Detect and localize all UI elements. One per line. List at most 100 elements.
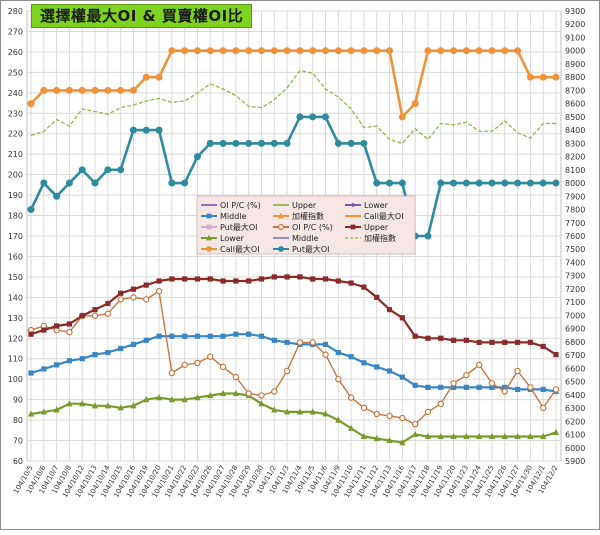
data-point [411, 100, 419, 108]
data-point [91, 312, 99, 319]
data-point [347, 139, 355, 147]
y-left-tick-label: 80 [13, 416, 23, 425]
data-point [27, 410, 35, 417]
data-point [488, 179, 496, 187]
y-right-tick-label: 7600 [565, 232, 585, 241]
data-point [322, 113, 330, 121]
data-point [182, 276, 188, 282]
series-line [30, 392, 557, 444]
data-point [271, 274, 277, 280]
legend-label: Call最大OI [364, 211, 404, 221]
data-point [450, 337, 457, 343]
data-point [347, 47, 355, 55]
data-point [322, 351, 329, 358]
data-point [412, 382, 418, 388]
data-point [206, 213, 212, 219]
data-point [78, 86, 86, 94]
data-point [117, 86, 125, 94]
series-put-max-oi [27, 113, 560, 240]
y-right-tick-label: 7200 [565, 285, 585, 294]
data-point [334, 139, 342, 147]
data-point [373, 434, 380, 442]
y-left-tick-label: 70 [13, 437, 23, 446]
legend: OI P/C (%) Upper Lower Middle 加權指數 Call最大OI Pu… [196, 195, 416, 255]
y-right-tick-label: 8900 [565, 60, 585, 69]
y-left-tick-label: 190 [8, 191, 23, 200]
data-point [475, 47, 483, 55]
data-point [386, 368, 393, 374]
data-point [347, 394, 355, 401]
data-point [270, 139, 278, 147]
data-point [66, 321, 73, 327]
data-point [129, 126, 137, 134]
y-right-tick-label: 9100 [565, 33, 585, 42]
data-point [40, 408, 47, 415]
data-point [476, 339, 482, 345]
data-point [233, 331, 239, 337]
data-point [361, 360, 367, 366]
data-point [27, 100, 35, 108]
data-point [425, 335, 431, 341]
data-point [476, 384, 482, 390]
data-point [386, 307, 393, 313]
legend-item: 加權指數 [345, 233, 396, 243]
data-point [28, 331, 34, 337]
data-point [193, 47, 201, 55]
data-point [360, 432, 368, 440]
y-right-tick-label: 6800 [565, 338, 585, 347]
data-point [65, 179, 73, 187]
data-point [502, 339, 508, 345]
y-right-tick-label: 6600 [565, 364, 585, 373]
data-point [540, 343, 546, 350]
data-point [476, 432, 483, 440]
data-point [373, 47, 381, 55]
y-left-tick-label: 270 [8, 27, 23, 36]
y-left-tick-label: 140 [8, 293, 23, 302]
data-point [232, 389, 239, 397]
data-point [322, 410, 329, 417]
y-left-tick-label: 150 [8, 273, 23, 282]
data-point [78, 166, 86, 174]
data-point [271, 388, 278, 395]
data-point [348, 424, 355, 431]
data-point [514, 432, 521, 440]
data-point [143, 337, 149, 343]
y-right-tick-label: 8700 [565, 86, 585, 95]
legend-item: OI P/C (%) [201, 201, 261, 210]
y-right-tick-label: 7300 [565, 272, 585, 281]
data-point [130, 286, 137, 292]
y-left-tick-label: 280 [8, 7, 23, 16]
data-point [91, 402, 99, 409]
data-point [220, 278, 226, 284]
data-point [283, 139, 291, 147]
data-point [296, 408, 304, 415]
data-point [194, 333, 201, 339]
data-point [220, 333, 226, 339]
data-point [489, 339, 495, 345]
data-point [104, 310, 112, 317]
data-point [246, 331, 252, 337]
data-point [168, 179, 176, 187]
legend-item: Lower [201, 234, 245, 243]
data-point [278, 246, 284, 252]
data-point [129, 86, 137, 94]
data-point [462, 47, 470, 55]
data-point [156, 278, 162, 284]
data-point [66, 358, 73, 364]
legend-label: 加權指數 [292, 211, 324, 221]
data-point [297, 274, 303, 280]
data-point [27, 206, 35, 214]
data-point [489, 384, 495, 390]
legend-label: Lower [364, 201, 389, 210]
y-right-tick-label: 7100 [565, 298, 585, 307]
data-point [104, 86, 112, 94]
legend-label: Call最大OI [220, 244, 260, 254]
data-point [309, 408, 316, 415]
y-right-tick-label: 5900 [565, 457, 585, 466]
data-point [219, 389, 227, 397]
data-point [501, 179, 509, 187]
data-point [91, 179, 99, 187]
legend-item: Upper [345, 223, 389, 232]
y-right-tick-label: 7800 [565, 206, 585, 215]
data-point [438, 335, 444, 341]
